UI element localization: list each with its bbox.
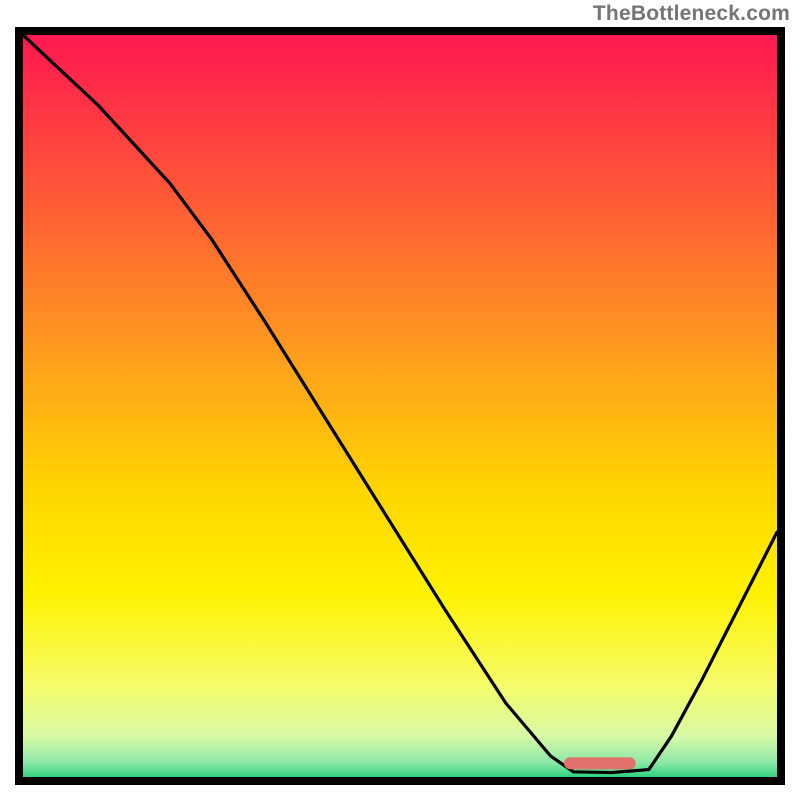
plot-area bbox=[23, 35, 777, 777]
chart-canvas: TheBottleneck.com bbox=[0, 0, 800, 800]
bottleneck-curve bbox=[23, 35, 777, 773]
optimal-range-marker bbox=[564, 757, 636, 769]
watermark-text: TheBottleneck.com bbox=[593, 2, 790, 26]
chart-overlay bbox=[23, 35, 777, 777]
